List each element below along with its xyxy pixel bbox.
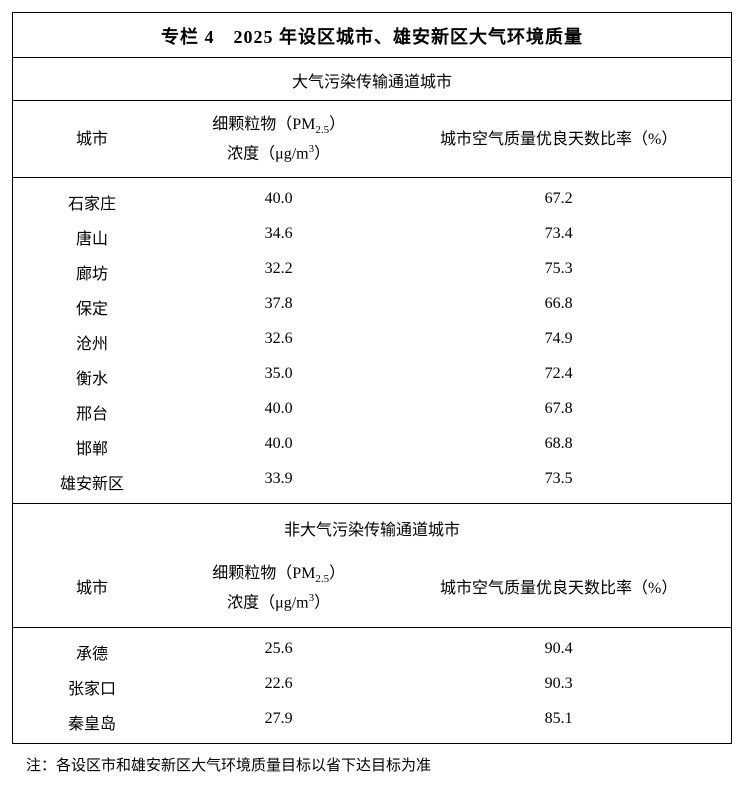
- group1-rows: 石家庄40.067.2唐山34.673.4廊坊32.275.3保定37.866.…: [13, 178, 731, 504]
- header-pm-l2a: 浓度（μg/m: [227, 145, 308, 162]
- header-pm2-l1e: ）: [329, 565, 345, 582]
- header-row-2: 城市 细颗粒物（PM2.5） 浓度（μg/m3） 城市空气质量优良天数比率（%）: [13, 550, 731, 627]
- cell-pm: 32.2: [171, 254, 386, 289]
- cell-city: 石家庄: [13, 184, 171, 219]
- cell-city: 雄安新区: [13, 464, 171, 499]
- table-row: 雄安新区33.973.5: [13, 464, 731, 499]
- header-pm: 细颗粒物（PM2.5） 浓度（μg/m3）: [171, 101, 386, 177]
- cell-city: 沧州: [13, 324, 171, 359]
- cell-ratio: 75.3: [386, 254, 731, 289]
- header-pm-2: 细颗粒物（PM2.5） 浓度（μg/m3）: [171, 550, 386, 626]
- header-pm2-l2a: 浓度（μg/m: [227, 595, 308, 612]
- header-pm2-sub: 2.5: [315, 574, 329, 586]
- cell-ratio: 67.8: [386, 394, 731, 429]
- cell-ratio: 90.3: [386, 669, 731, 704]
- header-city-2: 城市: [13, 550, 171, 626]
- table-row: 邯郸40.068.8: [13, 429, 731, 464]
- cell-pm: 32.6: [171, 324, 386, 359]
- cell-city: 唐山: [13, 219, 171, 254]
- cell-ratio: 74.9: [386, 324, 731, 359]
- cell-city: 廊坊: [13, 254, 171, 289]
- header-ratio: 城市空气质量优良天数比率（%）: [386, 101, 731, 177]
- cell-ratio: 66.8: [386, 289, 731, 324]
- cell-city: 衡水: [13, 359, 171, 394]
- cell-ratio: 85.1: [386, 704, 731, 739]
- header-row-1: 城市 细颗粒物（PM2.5） 浓度（μg/m3） 城市空气质量优良天数比率（%）: [13, 101, 731, 178]
- cell-ratio: 90.4: [386, 634, 731, 669]
- cell-pm: 40.0: [171, 394, 386, 429]
- table-row: 保定37.866.8: [13, 289, 731, 324]
- table-row: 衡水35.072.4: [13, 359, 731, 394]
- cell-city: 邯郸: [13, 429, 171, 464]
- cell-pm: 40.0: [171, 184, 386, 219]
- table-row: 邢台40.067.8: [13, 394, 731, 429]
- air-quality-table: 专栏 4 2025 年设区城市、雄安新区大气环境质量 大气污染传输通道城市 城市…: [12, 12, 732, 744]
- header-pm-l1e: ）: [329, 116, 345, 133]
- cell-city: 保定: [13, 289, 171, 324]
- cell-pm: 27.9: [171, 704, 386, 739]
- header-ratio-2: 城市空气质量优良天数比率（%）: [386, 550, 731, 626]
- cell-ratio: 68.8: [386, 429, 731, 464]
- header-city: 城市: [13, 101, 171, 177]
- header-pm-l1: 细颗粒物（PM: [212, 116, 315, 133]
- cell-city: 承德: [13, 634, 171, 669]
- cell-ratio: 73.4: [386, 219, 731, 254]
- cell-pm: 40.0: [171, 429, 386, 464]
- cell-city: 秦皇岛: [13, 704, 171, 739]
- table-row: 张家口22.690.3: [13, 669, 731, 704]
- cell-pm: 35.0: [171, 359, 386, 394]
- footnote: 注：各设区市和雄安新区大气环境质量目标以省下达目标为准: [12, 744, 732, 775]
- header-pm2-l2b: ）: [314, 595, 330, 612]
- cell-city: 张家口: [13, 669, 171, 704]
- cell-pm: 25.6: [171, 634, 386, 669]
- cell-pm: 37.8: [171, 289, 386, 324]
- header-pm-l2b: ）: [314, 145, 330, 162]
- table-title: 专栏 4 2025 年设区城市、雄安新区大气环境质量: [13, 13, 731, 58]
- table-row: 秦皇岛27.985.1: [13, 704, 731, 739]
- cell-ratio: 67.2: [386, 184, 731, 219]
- table-row: 唐山34.673.4: [13, 219, 731, 254]
- cell-city: 邢台: [13, 394, 171, 429]
- table-row: 承德25.690.4: [13, 634, 731, 669]
- section1-label: 大气污染传输通道城市: [13, 58, 731, 101]
- cell-pm: 33.9: [171, 464, 386, 499]
- cell-ratio: 72.4: [386, 359, 731, 394]
- cell-ratio: 73.5: [386, 464, 731, 499]
- header-pm-sub: 2.5: [315, 124, 329, 136]
- table-row: 廊坊32.275.3: [13, 254, 731, 289]
- table-row: 沧州32.674.9: [13, 324, 731, 359]
- header-pm2-l1: 细颗粒物（PM: [212, 565, 315, 582]
- section2-label: 非大气污染传输通道城市: [13, 504, 731, 550]
- cell-pm: 22.6: [171, 669, 386, 704]
- group2-rows: 承德25.690.4张家口22.690.3秦皇岛27.985.1: [13, 628, 731, 743]
- cell-pm: 34.6: [171, 219, 386, 254]
- table-row: 石家庄40.067.2: [13, 184, 731, 219]
